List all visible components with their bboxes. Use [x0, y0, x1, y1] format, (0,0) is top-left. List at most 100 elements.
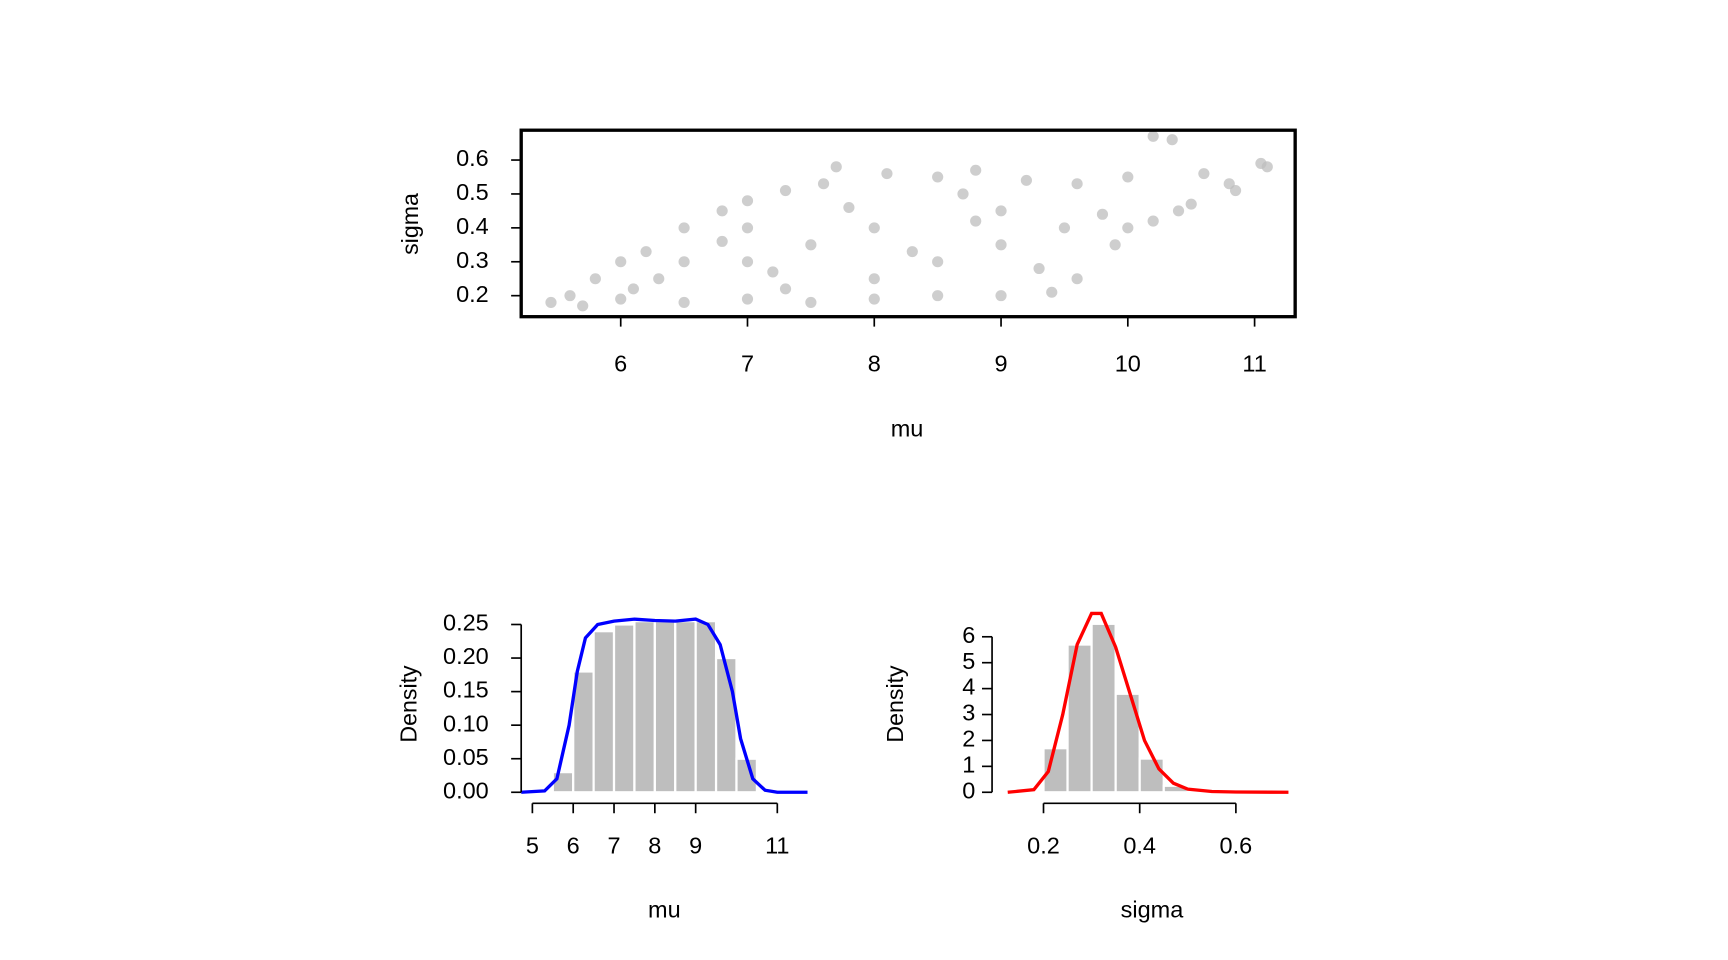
y-tick-label: 0.20: [443, 643, 489, 669]
y-tick-label: 0.5: [456, 179, 489, 205]
y-tick-label: 0.15: [443, 677, 489, 703]
point: [817, 178, 830, 190]
x-tick-label: 7: [607, 833, 620, 859]
point: [1033, 263, 1045, 275]
y-tick-label: 0.6: [456, 145, 489, 171]
x-tick-label: 10: [1115, 350, 1141, 376]
point: [1229, 185, 1242, 197]
x-tick-label: 8: [648, 833, 661, 859]
point: [805, 239, 817, 251]
point: [741, 256, 754, 268]
point: [1046, 286, 1058, 298]
point: [640, 246, 652, 258]
x-tick-label: 9: [689, 833, 702, 859]
point: [678, 222, 690, 234]
point: [1071, 178, 1083, 190]
point: [589, 273, 601, 285]
point: [1020, 174, 1032, 186]
point: [1058, 222, 1071, 234]
y-axis-title: Density: [882, 665, 908, 743]
point: [957, 188, 969, 200]
x-tick-label: 0.6: [1220, 833, 1253, 859]
point: [1261, 161, 1273, 173]
point: [970, 215, 982, 227]
point: [1109, 239, 1121, 251]
point: [564, 290, 576, 302]
point: [615, 293, 627, 305]
point: [1198, 168, 1210, 180]
point: [932, 171, 944, 183]
point: [843, 201, 855, 214]
y-tick-label: 0.00: [443, 778, 489, 804]
point: [906, 246, 918, 258]
point: [970, 164, 982, 176]
bar: [592, 630, 616, 794]
point: [678, 296, 690, 308]
point: [868, 222, 880, 234]
point: [1147, 130, 1159, 142]
bar: [653, 620, 677, 794]
point: [881, 168, 893, 180]
point: [1071, 273, 1083, 285]
point: [868, 273, 880, 285]
density-line: [521, 617, 808, 794]
point: [805, 296, 817, 308]
point: [653, 273, 665, 285]
density-line: [1007, 611, 1289, 794]
point: [995, 239, 1007, 251]
x-tick-label: 9: [995, 350, 1008, 376]
x-axis-title: sigma: [1121, 897, 1184, 923]
point: [767, 266, 779, 278]
point: [716, 205, 728, 217]
bar: [633, 620, 656, 794]
point: [615, 256, 627, 268]
y-tick-label: 5: [962, 648, 975, 674]
y-tick-label: 0.10: [443, 710, 489, 736]
point: [678, 256, 690, 268]
y-tick-label: 3: [962, 700, 975, 726]
bar: [612, 623, 636, 794]
point: [779, 185, 792, 197]
bar: [1090, 622, 1117, 794]
point: [741, 195, 754, 207]
y-tick-label: 4: [962, 674, 975, 700]
point: [1185, 198, 1197, 210]
point: [868, 293, 880, 305]
y-tick-label: 2: [962, 726, 975, 752]
bar: [714, 656, 738, 794]
x-tick-label: 6: [614, 350, 627, 376]
point: [995, 290, 1007, 302]
point: [741, 293, 754, 305]
y-axis-title: sigma: [397, 193, 423, 255]
y-tick-label: 0.3: [456, 247, 489, 273]
x-tick-label: 11: [1242, 350, 1266, 376]
y-tick-label: 6: [962, 622, 975, 648]
x-tick-label: 0.2: [1027, 833, 1060, 859]
x-tick-label: 11: [765, 833, 789, 859]
point: [779, 283, 792, 295]
bar: [551, 771, 575, 794]
x-tick-label: 6: [567, 833, 580, 859]
point: [716, 235, 728, 247]
point: [627, 283, 639, 295]
y-tick-label: 0.2: [456, 281, 489, 307]
bar: [674, 620, 697, 794]
point: [830, 161, 842, 173]
point: [577, 300, 589, 312]
point: [1122, 171, 1134, 183]
y-tick-label: 0.05: [443, 744, 489, 770]
x-tick-label: 7: [741, 350, 754, 376]
x-axis-title: mu: [648, 897, 681, 923]
y-axis-title: Density: [396, 665, 422, 743]
point: [995, 205, 1007, 217]
y-tick-label: 0.4: [456, 213, 489, 239]
point: [932, 256, 944, 268]
x-axis-title: mu: [891, 416, 924, 442]
point: [1166, 134, 1178, 146]
point: [932, 290, 944, 302]
y-tick-label: 0: [962, 778, 975, 804]
bar: [694, 620, 718, 794]
bar: [572, 670, 595, 794]
